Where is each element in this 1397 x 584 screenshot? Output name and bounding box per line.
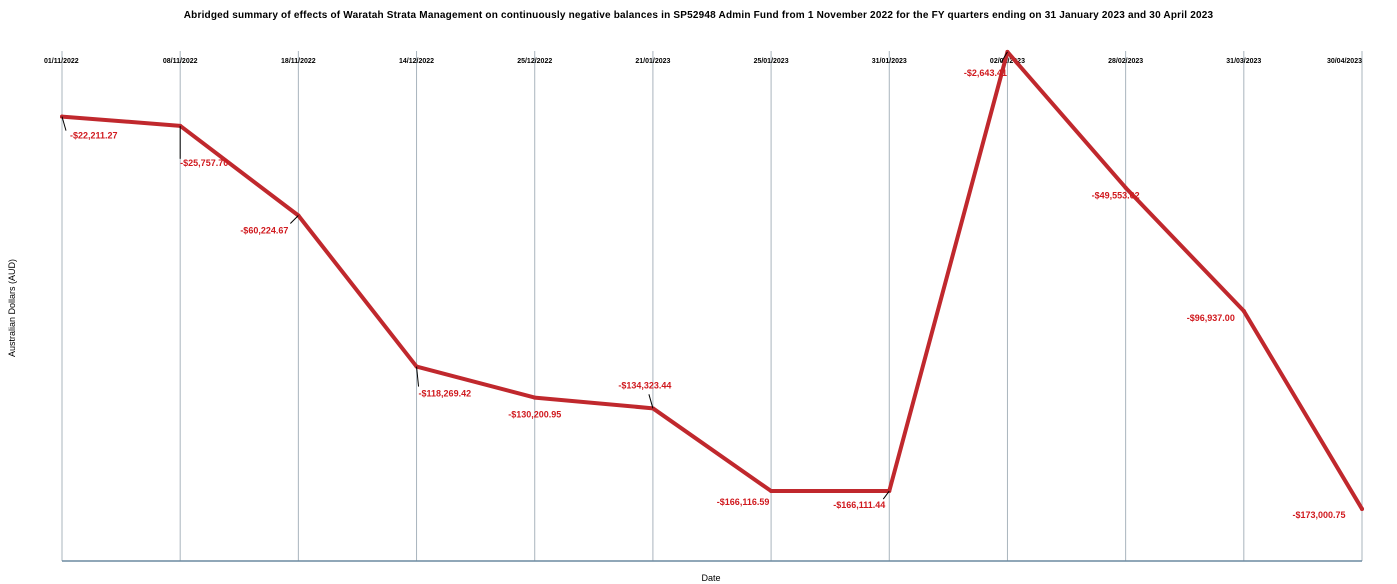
x-axis-label: Date xyxy=(701,573,721,583)
data-label: -$118,269.42 xyxy=(419,389,472,399)
data-label: -$130,200.95 xyxy=(508,410,561,420)
data-label: -$166,116.59 xyxy=(717,497,770,507)
data-point xyxy=(1241,309,1246,314)
label-leader xyxy=(61,116,67,131)
x-tick-label: 08/11/2022 xyxy=(163,58,198,65)
label-leader xyxy=(290,215,299,224)
label-leader xyxy=(1001,51,1008,63)
data-label: -$2,643.41 xyxy=(964,68,1007,78)
x-tick-label: 30/04/2023 xyxy=(1327,58,1362,65)
data-point xyxy=(769,489,774,494)
data-point xyxy=(1123,185,1128,190)
series-line xyxy=(60,49,1364,511)
label-leader xyxy=(882,490,890,500)
x-tick-label: 02/02/2023 xyxy=(990,58,1025,65)
data-label: -$49,553.62 xyxy=(1092,191,1140,201)
x-tick-label: 31/03/2023 xyxy=(1226,58,1261,65)
data-label: -$166,111.44 xyxy=(833,500,885,510)
data-label: -$96,937.00 xyxy=(1187,313,1235,323)
x-tick-labels: 01/11/2022 08/11/2022 18/11/2022 14/12/2022… xyxy=(44,58,1362,65)
data-label: -$22,211.27 xyxy=(70,131,118,141)
data-label: -$134,323.44 xyxy=(618,380,671,390)
gridlines xyxy=(61,51,1363,562)
x-tick-label: 31/01/2023 xyxy=(872,58,907,65)
x-tick-label: 25/12/2022 xyxy=(517,58,552,65)
x-tick-label: 21/01/2023 xyxy=(635,58,670,65)
x-tick-label: 28/02/2023 xyxy=(1108,58,1143,65)
label-leader xyxy=(648,394,654,409)
x-tick-label: 25/01/2023 xyxy=(754,58,789,65)
x-tick-label: 01/11/2022 xyxy=(44,58,79,65)
chart-title: Abridged summary of effects of Waratah S… xyxy=(183,10,1214,21)
data-label: -$25,757.70 xyxy=(180,158,228,168)
data-labels: -$22,211.27 -$25,757.70 -$60,224.67 -$118,2… xyxy=(70,68,1346,520)
label-leaders xyxy=(61,51,1008,500)
series-line-path xyxy=(60,49,1364,511)
x-tick-label: 14/12/2022 xyxy=(399,58,434,65)
x-tick-label: 18/11/2022 xyxy=(281,58,316,65)
label-leader xyxy=(416,366,420,387)
data-point xyxy=(532,395,537,400)
data-label: -$173,000.75 xyxy=(1292,510,1345,520)
data-label: -$60,224.67 xyxy=(240,226,288,236)
data-point xyxy=(1360,506,1364,511)
